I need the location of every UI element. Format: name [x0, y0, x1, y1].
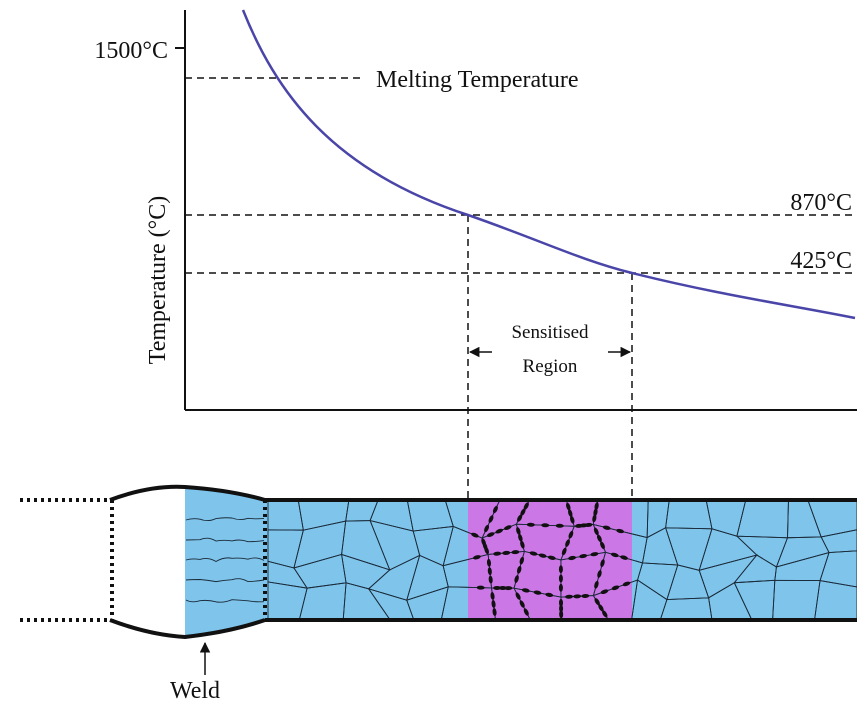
weld-label: Weld — [170, 678, 220, 701]
region-label: Sensitised — [511, 322, 589, 343]
carbide — [559, 565, 563, 573]
melting-label: Melting Temperature — [376, 67, 578, 93]
carbide — [559, 584, 563, 592]
diagram: 1500°C Temperature (°C) Melting Temperat… — [0, 0, 857, 701]
axis-label: Temperature (°C) — [145, 196, 171, 365]
carbide — [559, 575, 563, 583]
upper-label: 870°C — [790, 190, 852, 216]
tick-label: 1500°C — [94, 38, 168, 64]
region-label: Region — [523, 356, 578, 377]
lower-label: 425°C — [790, 248, 852, 274]
temperature-curve — [243, 10, 855, 318]
weld-metal — [185, 487, 265, 637]
